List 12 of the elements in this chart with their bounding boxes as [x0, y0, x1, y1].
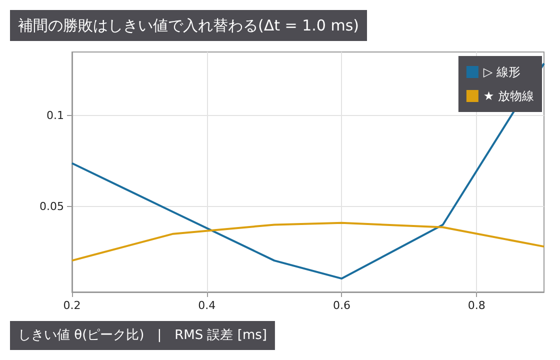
- legend-label: ▷ 線形: [483, 65, 520, 79]
- x-tick-label: 0.2: [63, 299, 81, 312]
- x-tick-label: 0.6: [332, 299, 350, 312]
- y-tick-label: 0.1: [46, 109, 64, 122]
- legend-label: ★ 放物線: [483, 89, 534, 103]
- x-tick-label: 0.8: [468, 299, 486, 312]
- chart-title: 補間の勝敗はしきい値で入れ替わる(Δt = 1.0 ms): [18, 16, 360, 34]
- line-series: [71, 222, 545, 262]
- x-axis-title: しきい値 θ(ピーク比) | RMS 誤差 [ms]: [18, 328, 267, 343]
- x-tick-label: 0.4: [198, 299, 216, 312]
- line-series: [71, 62, 545, 280]
- y-tick-label: 0.05: [40, 200, 64, 214]
